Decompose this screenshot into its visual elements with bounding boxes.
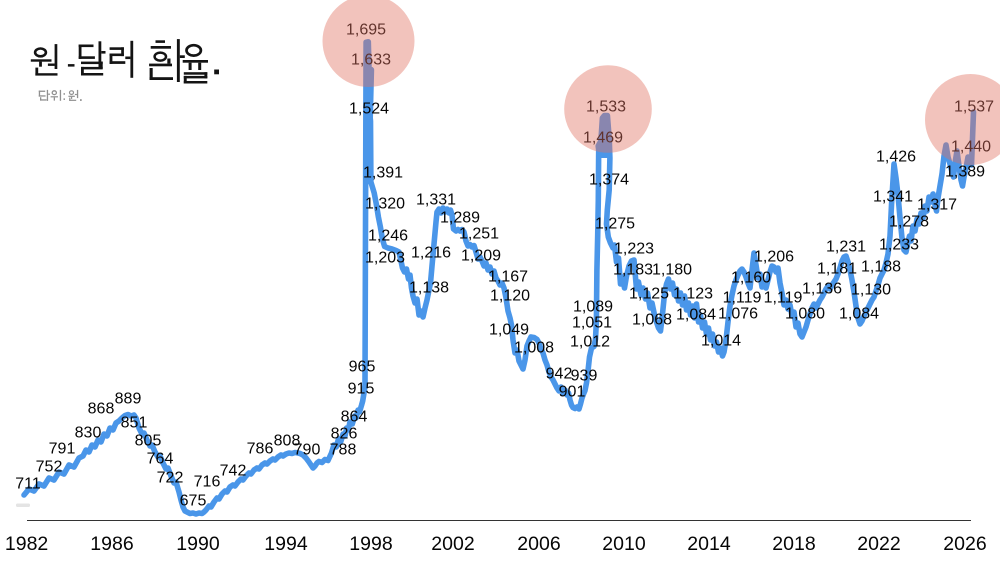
svg-text:1,180: 1,180 (652, 262, 692, 279)
svg-text:1,008: 1,008 (514, 340, 554, 357)
svg-text:805: 805 (135, 433, 162, 450)
svg-text:1,068: 1,068 (632, 312, 672, 329)
svg-text:1,014: 1,014 (701, 333, 741, 350)
svg-text:1,251: 1,251 (459, 226, 499, 243)
svg-text:2014: 2014 (687, 533, 731, 555)
svg-text:826: 826 (331, 426, 358, 443)
svg-text:1,049: 1,049 (489, 322, 529, 339)
svg-text:889: 889 (115, 391, 142, 408)
svg-text:1,537: 1,537 (954, 99, 994, 116)
svg-text:1,167: 1,167 (488, 269, 528, 286)
svg-text:965: 965 (349, 359, 376, 376)
svg-text:2018: 2018 (772, 533, 815, 555)
svg-text:1,203: 1,203 (365, 250, 405, 267)
svg-text:1,320: 1,320 (365, 196, 405, 213)
svg-text:2006: 2006 (517, 533, 560, 555)
svg-text:1982: 1982 (5, 533, 48, 555)
svg-text:830: 830 (75, 425, 102, 442)
svg-text:1,391: 1,391 (363, 165, 403, 182)
svg-text:742: 742 (220, 463, 247, 480)
svg-text:764: 764 (147, 451, 174, 468)
svg-text:1,389: 1,389 (945, 164, 985, 181)
svg-text:901: 901 (559, 384, 586, 401)
svg-text:791: 791 (49, 441, 76, 458)
svg-text:1,426: 1,426 (876, 149, 916, 166)
svg-text:752: 752 (36, 459, 63, 476)
svg-text:1,289: 1,289 (440, 210, 480, 227)
svg-text:1,183: 1,183 (613, 262, 653, 279)
svg-text:915: 915 (348, 381, 375, 398)
svg-text:1,084: 1,084 (676, 307, 716, 324)
svg-text:1,130: 1,130 (851, 282, 891, 299)
svg-text:2010: 2010 (602, 533, 646, 555)
svg-text:1,231: 1,231 (826, 239, 866, 256)
svg-text:1,209: 1,209 (461, 248, 501, 265)
svg-text:1,223: 1,223 (614, 241, 654, 258)
svg-text:1,125: 1,125 (629, 286, 669, 303)
svg-text:2002: 2002 (431, 533, 474, 555)
svg-text:1,440: 1,440 (951, 139, 991, 156)
svg-text:851: 851 (121, 415, 148, 432)
svg-text:790: 790 (294, 442, 321, 459)
svg-text:1,374: 1,374 (589, 172, 629, 189)
svg-text:1,278: 1,278 (889, 214, 929, 231)
svg-text:939: 939 (571, 368, 598, 385)
svg-text:1,076: 1,076 (718, 306, 758, 323)
svg-text:1,341: 1,341 (873, 189, 913, 206)
svg-text:675: 675 (180, 493, 207, 510)
svg-text:1,524: 1,524 (349, 101, 389, 118)
svg-text:808: 808 (274, 433, 301, 450)
svg-text:1994: 1994 (264, 533, 308, 555)
svg-text:788: 788 (330, 442, 357, 459)
svg-text:1,331: 1,331 (416, 192, 456, 209)
svg-text:942: 942 (546, 366, 573, 383)
svg-text:1,533: 1,533 (586, 99, 626, 116)
svg-text:1,695: 1,695 (346, 22, 386, 39)
svg-text:1998: 1998 (349, 533, 392, 555)
svg-text:1,275: 1,275 (595, 216, 635, 233)
svg-text:868: 868 (88, 401, 115, 418)
svg-text:1986: 1986 (90, 533, 133, 555)
svg-text:1,233: 1,233 (879, 237, 919, 254)
svg-text:1,160: 1,160 (731, 270, 771, 287)
svg-text:1,012: 1,012 (570, 334, 610, 351)
svg-text:1,138: 1,138 (409, 280, 449, 297)
svg-text:1,123: 1,123 (673, 286, 713, 303)
svg-text:1,469: 1,469 (583, 130, 623, 147)
svg-text:1,181: 1,181 (817, 261, 857, 278)
svg-text:1,119: 1,119 (723, 290, 762, 307)
svg-text:1,136: 1,136 (802, 281, 842, 298)
svg-text:1,084: 1,084 (839, 306, 879, 323)
svg-text:1,317: 1,317 (917, 197, 957, 214)
svg-text:786: 786 (247, 441, 274, 458)
svg-text:2026: 2026 (943, 533, 986, 555)
svg-text:1990: 1990 (176, 533, 220, 555)
svg-text:2022: 2022 (857, 533, 900, 555)
svg-text:1,051: 1,051 (572, 315, 612, 332)
svg-text:1,188: 1,188 (861, 259, 901, 276)
svg-text:1,089: 1,089 (573, 299, 613, 316)
svg-text:1,080: 1,080 (785, 306, 825, 323)
svg-text:711: 711 (15, 476, 41, 493)
svg-text:1,633: 1,633 (351, 52, 391, 69)
svg-text:864: 864 (341, 409, 368, 426)
svg-text:1,206: 1,206 (754, 249, 794, 266)
svg-text:1,246: 1,246 (368, 228, 408, 245)
svg-text:722: 722 (157, 470, 184, 487)
svg-text:716: 716 (194, 474, 221, 491)
svg-text:1,120: 1,120 (490, 288, 530, 305)
svg-text:1,216: 1,216 (411, 245, 451, 262)
svg-text:1,119: 1,119 (764, 290, 803, 307)
